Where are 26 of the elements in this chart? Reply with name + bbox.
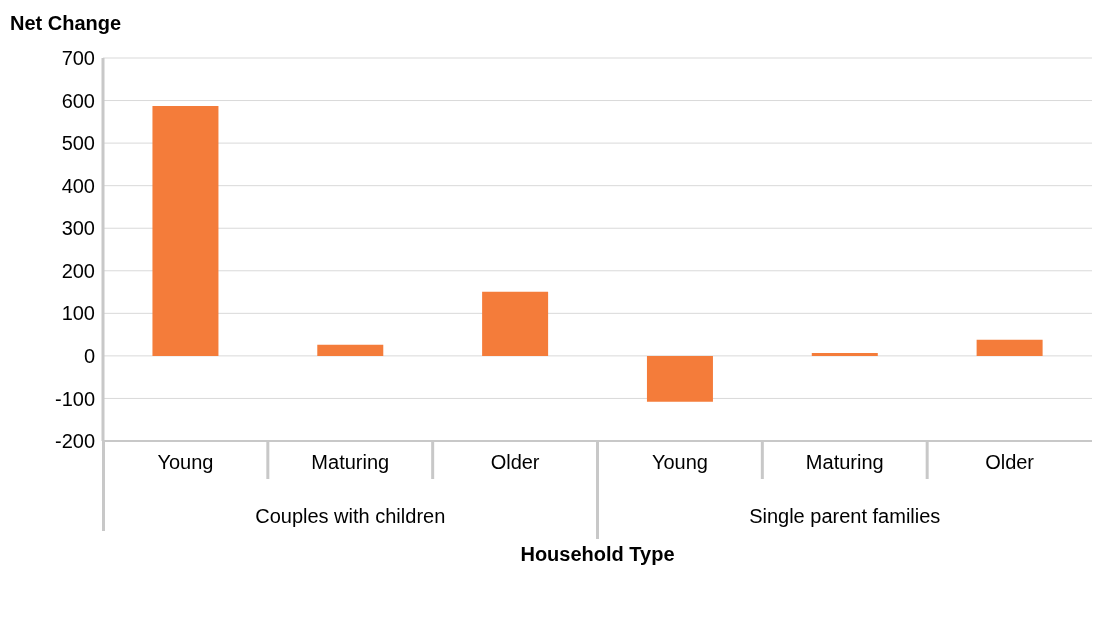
bar: [646, 355, 713, 402]
x-axis-title: Household Type: [519, 543, 676, 566]
y-tick-label: 100: [61, 302, 95, 325]
y-tick-label: 500: [61, 132, 95, 155]
y-tick-label: 200: [61, 259, 95, 282]
bar: [317, 344, 384, 356]
x-tick-label: Maturing: [311, 451, 390, 473]
bar: [811, 352, 878, 356]
bar: [152, 106, 219, 356]
y-tick-label: 300: [61, 217, 95, 240]
x-tick-label: Maturing: [805, 451, 884, 473]
y-tick-label: 0: [83, 344, 95, 367]
x-tick-label: Older: [490, 451, 540, 473]
y-tick-label: 600: [61, 89, 95, 112]
bar: [482, 291, 549, 356]
text: Single parent families: [748, 505, 942, 528]
y-tick-label: 700: [61, 47, 95, 70]
y-axis-title: Net Change: [10, 12, 122, 35]
x-tick-label: Older: [985, 451, 1035, 473]
x-tick-label: Young: [651, 451, 708, 473]
y-tick-label: 400: [61, 174, 95, 197]
x-tick-label: Young: [157, 451, 214, 473]
y-tick-label: -100: [54, 387, 95, 410]
y-tick-label: -200: [54, 430, 95, 453]
text: Couples with children: [254, 505, 447, 528]
bar: [976, 339, 1043, 356]
